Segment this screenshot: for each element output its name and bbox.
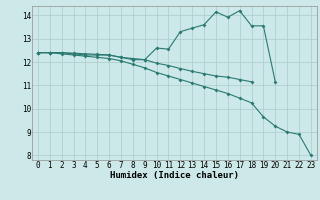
X-axis label: Humidex (Indice chaleur): Humidex (Indice chaleur) bbox=[110, 171, 239, 180]
